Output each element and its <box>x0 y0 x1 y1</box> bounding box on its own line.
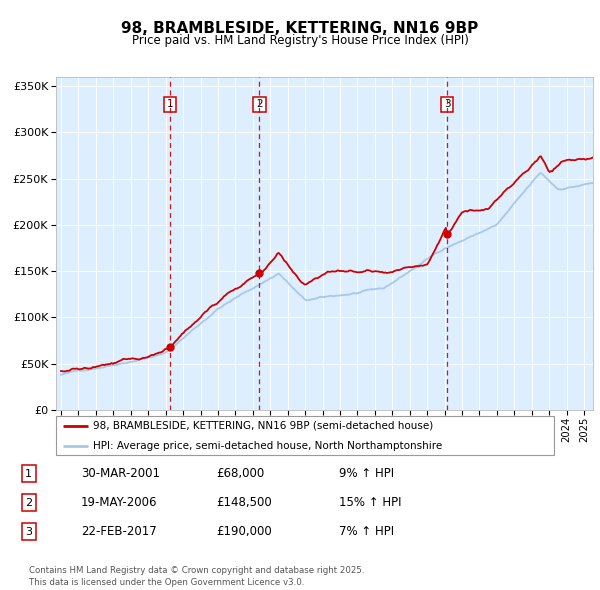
Text: 98, BRAMBLESIDE, KETTERING, NN16 9BP (semi-detached house): 98, BRAMBLESIDE, KETTERING, NN16 9BP (se… <box>93 421 433 431</box>
Text: 7% ↑ HPI: 7% ↑ HPI <box>339 525 394 538</box>
Text: 1: 1 <box>167 100 173 110</box>
Text: 3: 3 <box>444 100 451 110</box>
Text: 98, BRAMBLESIDE, KETTERING, NN16 9BP: 98, BRAMBLESIDE, KETTERING, NN16 9BP <box>121 21 479 36</box>
Text: Contains HM Land Registry data © Crown copyright and database right 2025.
This d: Contains HM Land Registry data © Crown c… <box>29 566 364 587</box>
Text: 3: 3 <box>25 527 32 536</box>
Text: £148,500: £148,500 <box>216 496 272 509</box>
Text: 2: 2 <box>25 498 32 507</box>
Text: 19-MAY-2006: 19-MAY-2006 <box>81 496 157 509</box>
Text: 9% ↑ HPI: 9% ↑ HPI <box>339 467 394 480</box>
Text: 22-FEB-2017: 22-FEB-2017 <box>81 525 157 538</box>
Text: HPI: Average price, semi-detached house, North Northamptonshire: HPI: Average price, semi-detached house,… <box>93 441 442 451</box>
Text: 15% ↑ HPI: 15% ↑ HPI <box>339 496 401 509</box>
Text: 30-MAR-2001: 30-MAR-2001 <box>81 467 160 480</box>
Text: £190,000: £190,000 <box>216 525 272 538</box>
Text: 1: 1 <box>25 469 32 478</box>
Text: £68,000: £68,000 <box>216 467 264 480</box>
Text: 2: 2 <box>256 100 263 110</box>
Text: Price paid vs. HM Land Registry's House Price Index (HPI): Price paid vs. HM Land Registry's House … <box>131 34 469 47</box>
